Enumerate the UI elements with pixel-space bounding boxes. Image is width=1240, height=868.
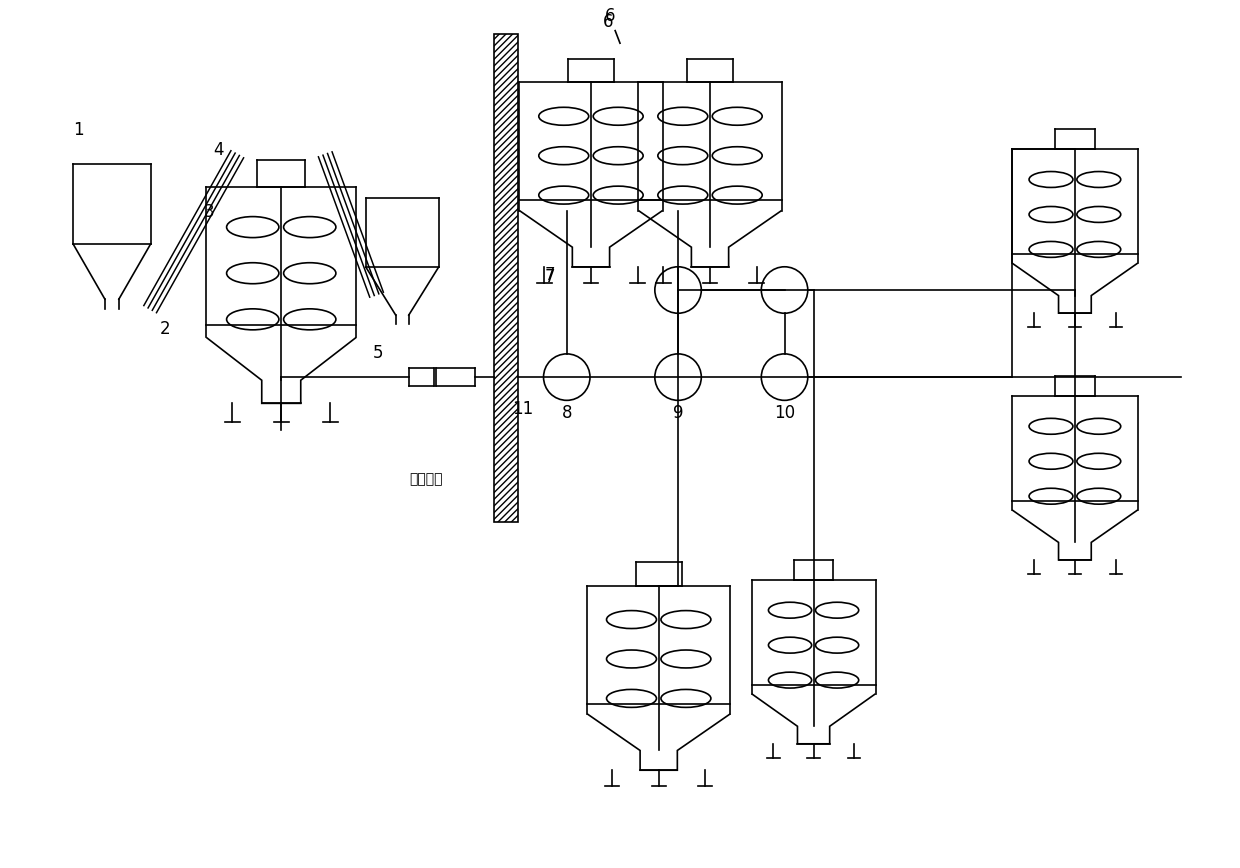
Text: 2: 2 <box>160 319 170 338</box>
Text: 场区围墙: 场区围墙 <box>409 471 443 486</box>
Text: 3: 3 <box>203 203 215 221</box>
Bar <box>495 34 518 523</box>
Text: 6: 6 <box>603 13 614 30</box>
Text: 10: 10 <box>774 404 795 422</box>
Text: 5: 5 <box>373 344 383 362</box>
Text: 6: 6 <box>605 7 615 25</box>
Text: 9: 9 <box>673 404 683 422</box>
Text: 1: 1 <box>73 122 83 139</box>
Text: 4: 4 <box>213 141 223 159</box>
Text: 11: 11 <box>512 400 534 418</box>
Text: 8: 8 <box>562 404 572 422</box>
Text: 7: 7 <box>546 266 556 285</box>
Text: 7: 7 <box>546 268 556 286</box>
